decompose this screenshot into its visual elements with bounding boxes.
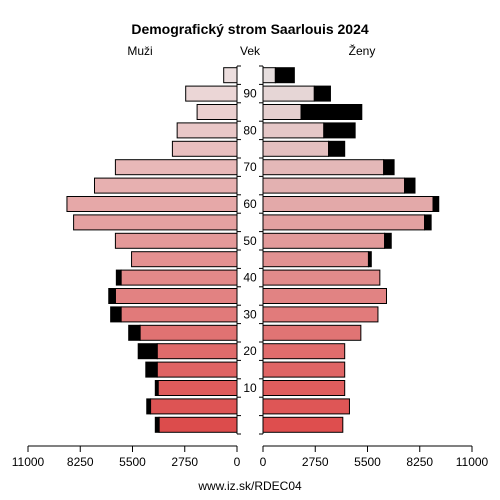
female-bar-17 <box>262 104 302 120</box>
female-bar-5 <box>262 324 362 341</box>
male-bar-8 <box>120 269 238 286</box>
male-bar-11 <box>73 214 238 231</box>
female-excess-bar-17 <box>300 104 363 120</box>
male-excess-bar-1 <box>146 398 152 415</box>
right-x-tick-label-0: 0 <box>260 455 267 469</box>
female-bar-2 <box>262 380 346 396</box>
female-bar-11 <box>262 214 425 231</box>
male-bar-5 <box>139 324 238 341</box>
right-x-tick-label-3: 8250 <box>406 455 433 469</box>
female-excess-bar-19 <box>274 67 295 84</box>
female-excess-bar-15 <box>328 140 346 157</box>
male-bar-19 <box>223 67 238 84</box>
female-excess-bar-11 <box>424 214 432 231</box>
age-tick-label-40: 40 <box>243 271 257 285</box>
female-bar-16 <box>262 122 325 139</box>
female-bar-0 <box>262 416 344 433</box>
male-bar-17 <box>196 104 238 120</box>
female-bar-4 <box>262 343 346 360</box>
female-bar-8 <box>262 269 381 286</box>
chart-title: Demografický strom Saarlouis 2024 <box>131 21 369 37</box>
female-excess-bar-14 <box>383 159 395 176</box>
female-bar-7 <box>262 288 387 304</box>
male-excess-bar-0 <box>154 416 160 433</box>
age-tick-label-50: 50 <box>243 234 257 248</box>
female-bar-3 <box>262 361 346 378</box>
male-excess-bar-5 <box>128 324 141 341</box>
female-bar-18 <box>262 85 315 102</box>
left-x-tick-label-1: 8250 <box>67 455 94 469</box>
female-bar-10 <box>262 232 386 249</box>
female-bar-1 <box>262 398 350 415</box>
right-x-tick-label-4: 11000 <box>456 455 489 469</box>
female-excess-bar-10 <box>384 232 392 249</box>
left-x-tick-label-2: 5500 <box>119 455 146 469</box>
male-bar-7 <box>114 288 238 304</box>
male-bar-13 <box>94 177 238 194</box>
female-bar-13 <box>262 177 406 194</box>
age-tick-label-60: 60 <box>243 197 257 211</box>
male-excess-bar-8 <box>115 269 122 286</box>
male-bar-1 <box>150 398 238 415</box>
female-bar-9 <box>262 251 369 268</box>
female-excess-bar-12 <box>432 196 440 212</box>
age-tick-label-30: 30 <box>243 307 257 321</box>
male-excess-bar-6 <box>110 306 122 323</box>
female-excess-bar-16 <box>323 122 356 139</box>
female-bar-12 <box>262 196 434 212</box>
male-bar-6 <box>120 306 238 323</box>
male-excess-bar-2 <box>154 380 159 396</box>
female-excess-bar-18 <box>313 85 331 102</box>
left-label: Muži <box>127 44 152 58</box>
age-tick-label-70: 70 <box>243 160 257 174</box>
male-bar-14 <box>114 159 238 176</box>
female-excess-bar-9 <box>367 251 372 268</box>
female-excess-bar-13 <box>404 177 416 194</box>
male-excess-bar-4 <box>137 343 158 360</box>
right-x-tick-label-2: 5500 <box>354 455 381 469</box>
age-tick-label-10: 10 <box>243 381 257 395</box>
male-bar-3 <box>156 361 238 378</box>
female-bar-15 <box>262 140 330 157</box>
male-excess-bar-3 <box>145 361 158 378</box>
age-tick-label-90: 90 <box>243 87 257 101</box>
male-bar-4 <box>156 343 238 360</box>
left-x-tick-label-3: 2750 <box>171 455 198 469</box>
right-x-tick-label-1: 2750 <box>302 455 329 469</box>
female-bar-14 <box>262 159 385 176</box>
left-x-tick-label-4: 0 <box>234 455 241 469</box>
age-tick-label-80: 80 <box>243 123 257 137</box>
female-bar-6 <box>262 306 379 323</box>
male-bar-18 <box>185 85 238 102</box>
center-label: Vek <box>240 44 261 58</box>
male-bar-16 <box>176 122 238 139</box>
bars-group <box>66 67 440 433</box>
footer-source: www.iz.sk/RDEC04 <box>197 479 302 493</box>
right-label: Ženy <box>349 43 376 58</box>
male-bar-9 <box>131 251 238 268</box>
male-bar-0 <box>158 416 238 433</box>
left-x-tick-label-0: 11000 <box>12 455 45 469</box>
age-tick-label-20: 20 <box>243 344 257 358</box>
male-bar-2 <box>157 380 238 396</box>
male-bar-15 <box>171 140 238 157</box>
axes-group: 90 80 70 60 50 40 30 20 10 11000 8250 5500 2750 0 0 275… <box>12 65 489 469</box>
male-excess-bar-7 <box>108 288 116 304</box>
female-bar-19 <box>262 67 276 84</box>
male-bar-12 <box>66 196 238 212</box>
male-bar-10 <box>114 232 238 249</box>
